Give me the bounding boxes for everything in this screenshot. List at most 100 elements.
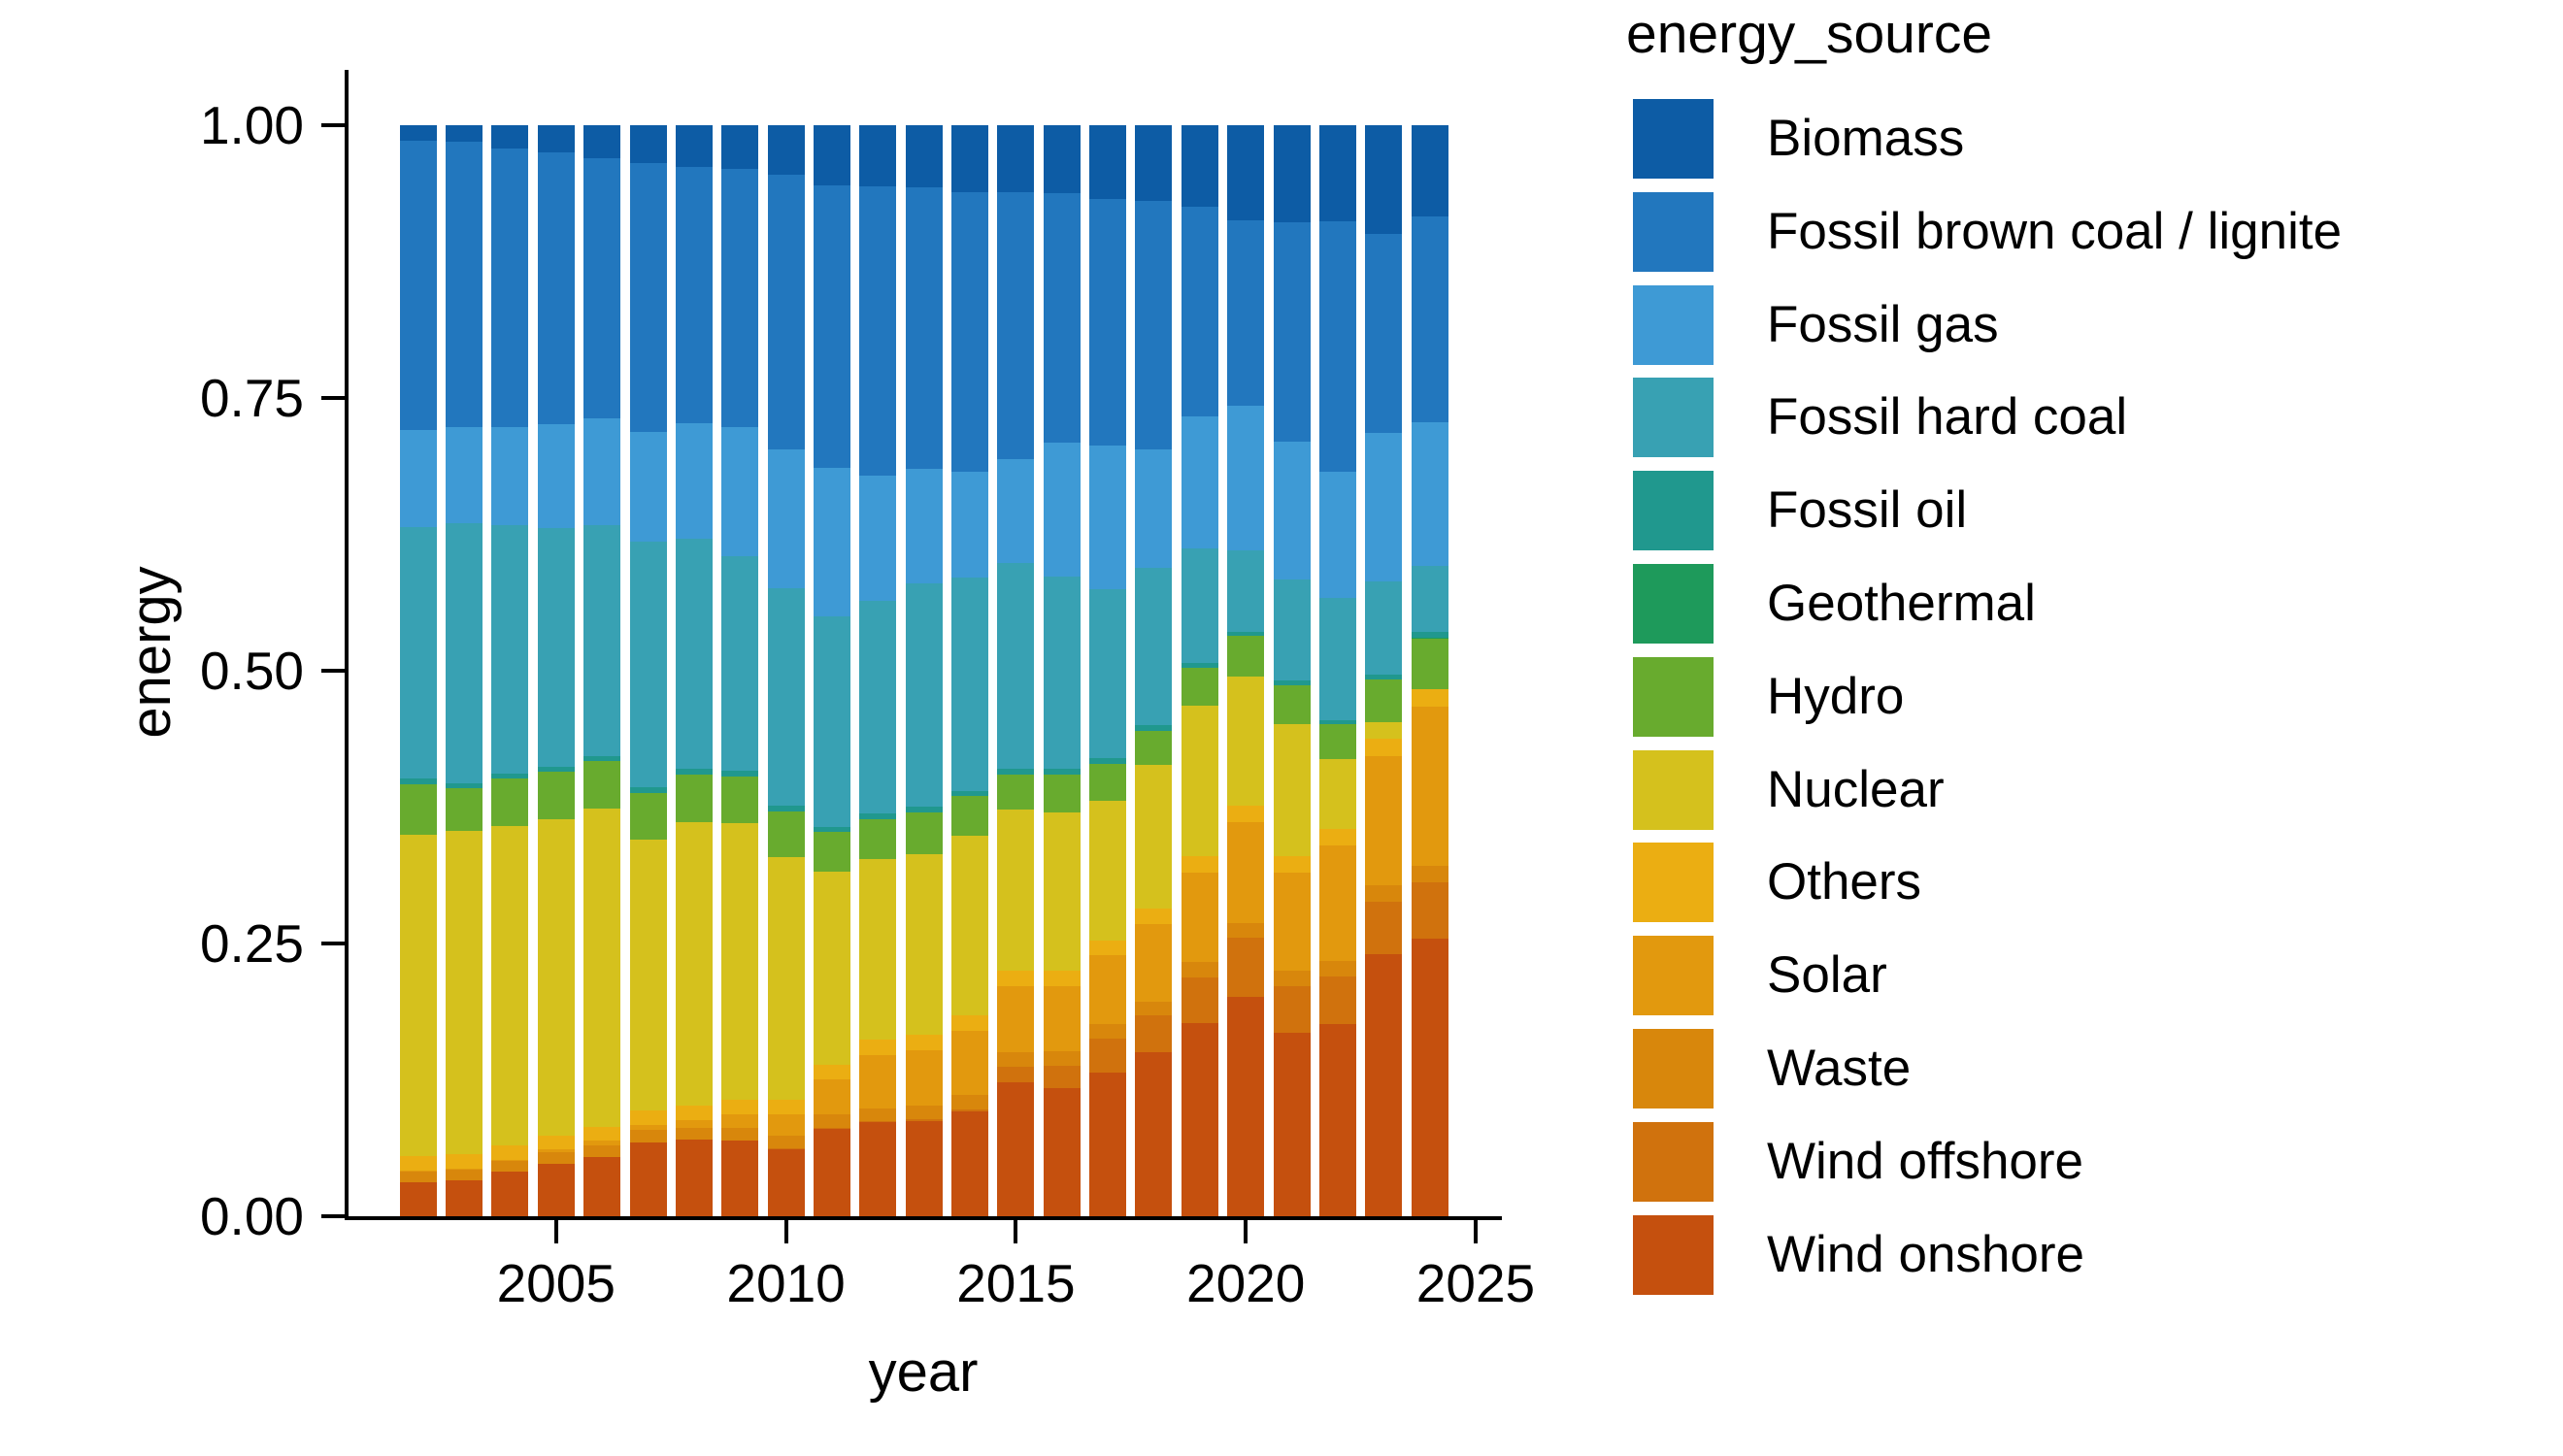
legend-swatch bbox=[1633, 1214, 1714, 1295]
bar-segment bbox=[446, 831, 483, 1154]
bar-segment bbox=[491, 525, 529, 774]
bar-segment bbox=[1089, 955, 1127, 1025]
bar bbox=[1181, 125, 1218, 1216]
y-tick-label: 0.25 bbox=[199, 913, 304, 974]
bar-segment bbox=[1043, 774, 1081, 813]
bar-segment bbox=[1365, 885, 1403, 903]
bar-segment bbox=[767, 1135, 805, 1149]
bar-segment bbox=[1135, 1001, 1173, 1016]
bar-segment bbox=[951, 125, 989, 192]
bar-segment bbox=[1135, 908, 1173, 924]
bar-segment bbox=[813, 871, 850, 1065]
legend-swatch bbox=[1633, 99, 1714, 179]
bar-segment bbox=[813, 184, 850, 468]
bar-segment bbox=[813, 125, 850, 185]
bar bbox=[951, 125, 989, 1216]
bar-segment bbox=[1181, 976, 1218, 1023]
bar-segment bbox=[1181, 872, 1218, 963]
bar-segment bbox=[1089, 446, 1127, 589]
legend-label: Geothermal bbox=[1767, 575, 2036, 632]
bar-segment bbox=[1411, 638, 1448, 640]
x-tick bbox=[1014, 1220, 1018, 1243]
legend-item: Nuclear bbox=[1633, 749, 1945, 830]
bar-segment bbox=[1273, 971, 1311, 986]
bar-segment bbox=[629, 542, 667, 788]
bar-segment bbox=[675, 1140, 713, 1216]
bar-segment bbox=[997, 458, 1035, 563]
bar-segment bbox=[446, 1168, 483, 1170]
bar bbox=[767, 125, 805, 1216]
legend-swatch bbox=[1633, 1121, 1714, 1202]
bar-segment bbox=[1227, 219, 1265, 406]
bar-segment bbox=[1318, 597, 1356, 720]
bar-segment bbox=[446, 1169, 483, 1180]
bar-segment bbox=[446, 1153, 483, 1169]
bar-segment bbox=[399, 778, 437, 784]
x-tick-label: 2010 bbox=[726, 1253, 846, 1313]
bar bbox=[1318, 125, 1356, 1216]
bar-segment bbox=[951, 1109, 989, 1112]
bar bbox=[629, 125, 667, 1216]
bar-segment bbox=[675, 774, 713, 823]
bar bbox=[1273, 125, 1311, 1216]
bar-segment bbox=[1411, 125, 1448, 217]
bar-segment bbox=[859, 1054, 897, 1109]
bar bbox=[446, 125, 483, 1216]
bar-segment bbox=[1089, 125, 1127, 200]
bar-segment bbox=[1273, 579, 1311, 681]
bar-segment bbox=[951, 796, 989, 836]
bar-segment bbox=[813, 832, 850, 872]
legend-swatch bbox=[1633, 656, 1714, 737]
bar-segment bbox=[629, 787, 667, 793]
bar-segment bbox=[537, 766, 575, 773]
legend-swatch bbox=[1633, 936, 1714, 1016]
legend-item: Biomass bbox=[1633, 99, 1964, 179]
bar-segment bbox=[767, 587, 805, 807]
bar-segment bbox=[629, 431, 667, 543]
bar-segment bbox=[721, 168, 759, 428]
legend-item: Geothermal bbox=[1633, 564, 2036, 644]
bar-segment bbox=[629, 840, 667, 1110]
bar-segment bbox=[767, 811, 805, 858]
bar-segment bbox=[1318, 1024, 1356, 1216]
bar-segment bbox=[859, 859, 897, 1040]
bar-segment bbox=[1227, 636, 1265, 677]
bar-segment bbox=[767, 1149, 805, 1216]
bar-segment bbox=[1043, 125, 1081, 193]
y-tick bbox=[321, 1214, 345, 1218]
bar bbox=[997, 125, 1035, 1216]
bar-segment bbox=[859, 1121, 897, 1123]
bar-segment bbox=[1411, 631, 1448, 639]
bar-segment bbox=[1318, 758, 1356, 829]
bar-segment bbox=[813, 1114, 850, 1128]
bar-segment bbox=[1273, 985, 1311, 1034]
bar-segment bbox=[1365, 580, 1403, 676]
bar-segment bbox=[1318, 976, 1356, 1025]
bar-segment bbox=[1365, 234, 1403, 433]
bar bbox=[813, 125, 850, 1216]
bar-segment bbox=[1181, 663, 1218, 668]
bar-segment bbox=[1043, 443, 1081, 578]
legend-item: Fossil oil bbox=[1633, 471, 1967, 551]
legend-swatch bbox=[1633, 843, 1714, 923]
bar-segment bbox=[399, 1156, 437, 1171]
bar-segment bbox=[813, 467, 850, 616]
bar-segment bbox=[1318, 220, 1356, 473]
bar-segment bbox=[1043, 769, 1081, 775]
bar-segment bbox=[1227, 125, 1265, 220]
legend-item: Fossil gas bbox=[1633, 284, 1999, 365]
bar-segment bbox=[905, 812, 943, 854]
legend-item: Fossil brown coal / lignite bbox=[1633, 191, 2342, 272]
bar bbox=[859, 125, 897, 1216]
bar-segment bbox=[859, 818, 897, 860]
bar-segment bbox=[1365, 721, 1403, 739]
bar-segment bbox=[813, 1064, 850, 1080]
bar-segment bbox=[1365, 125, 1403, 235]
bar-segment bbox=[583, 418, 621, 526]
bar-segment bbox=[997, 774, 1035, 810]
bar-segment bbox=[675, 166, 713, 423]
bar-segment bbox=[675, 769, 713, 775]
bar-segment bbox=[767, 1148, 805, 1150]
bar-segment bbox=[537, 1135, 575, 1150]
